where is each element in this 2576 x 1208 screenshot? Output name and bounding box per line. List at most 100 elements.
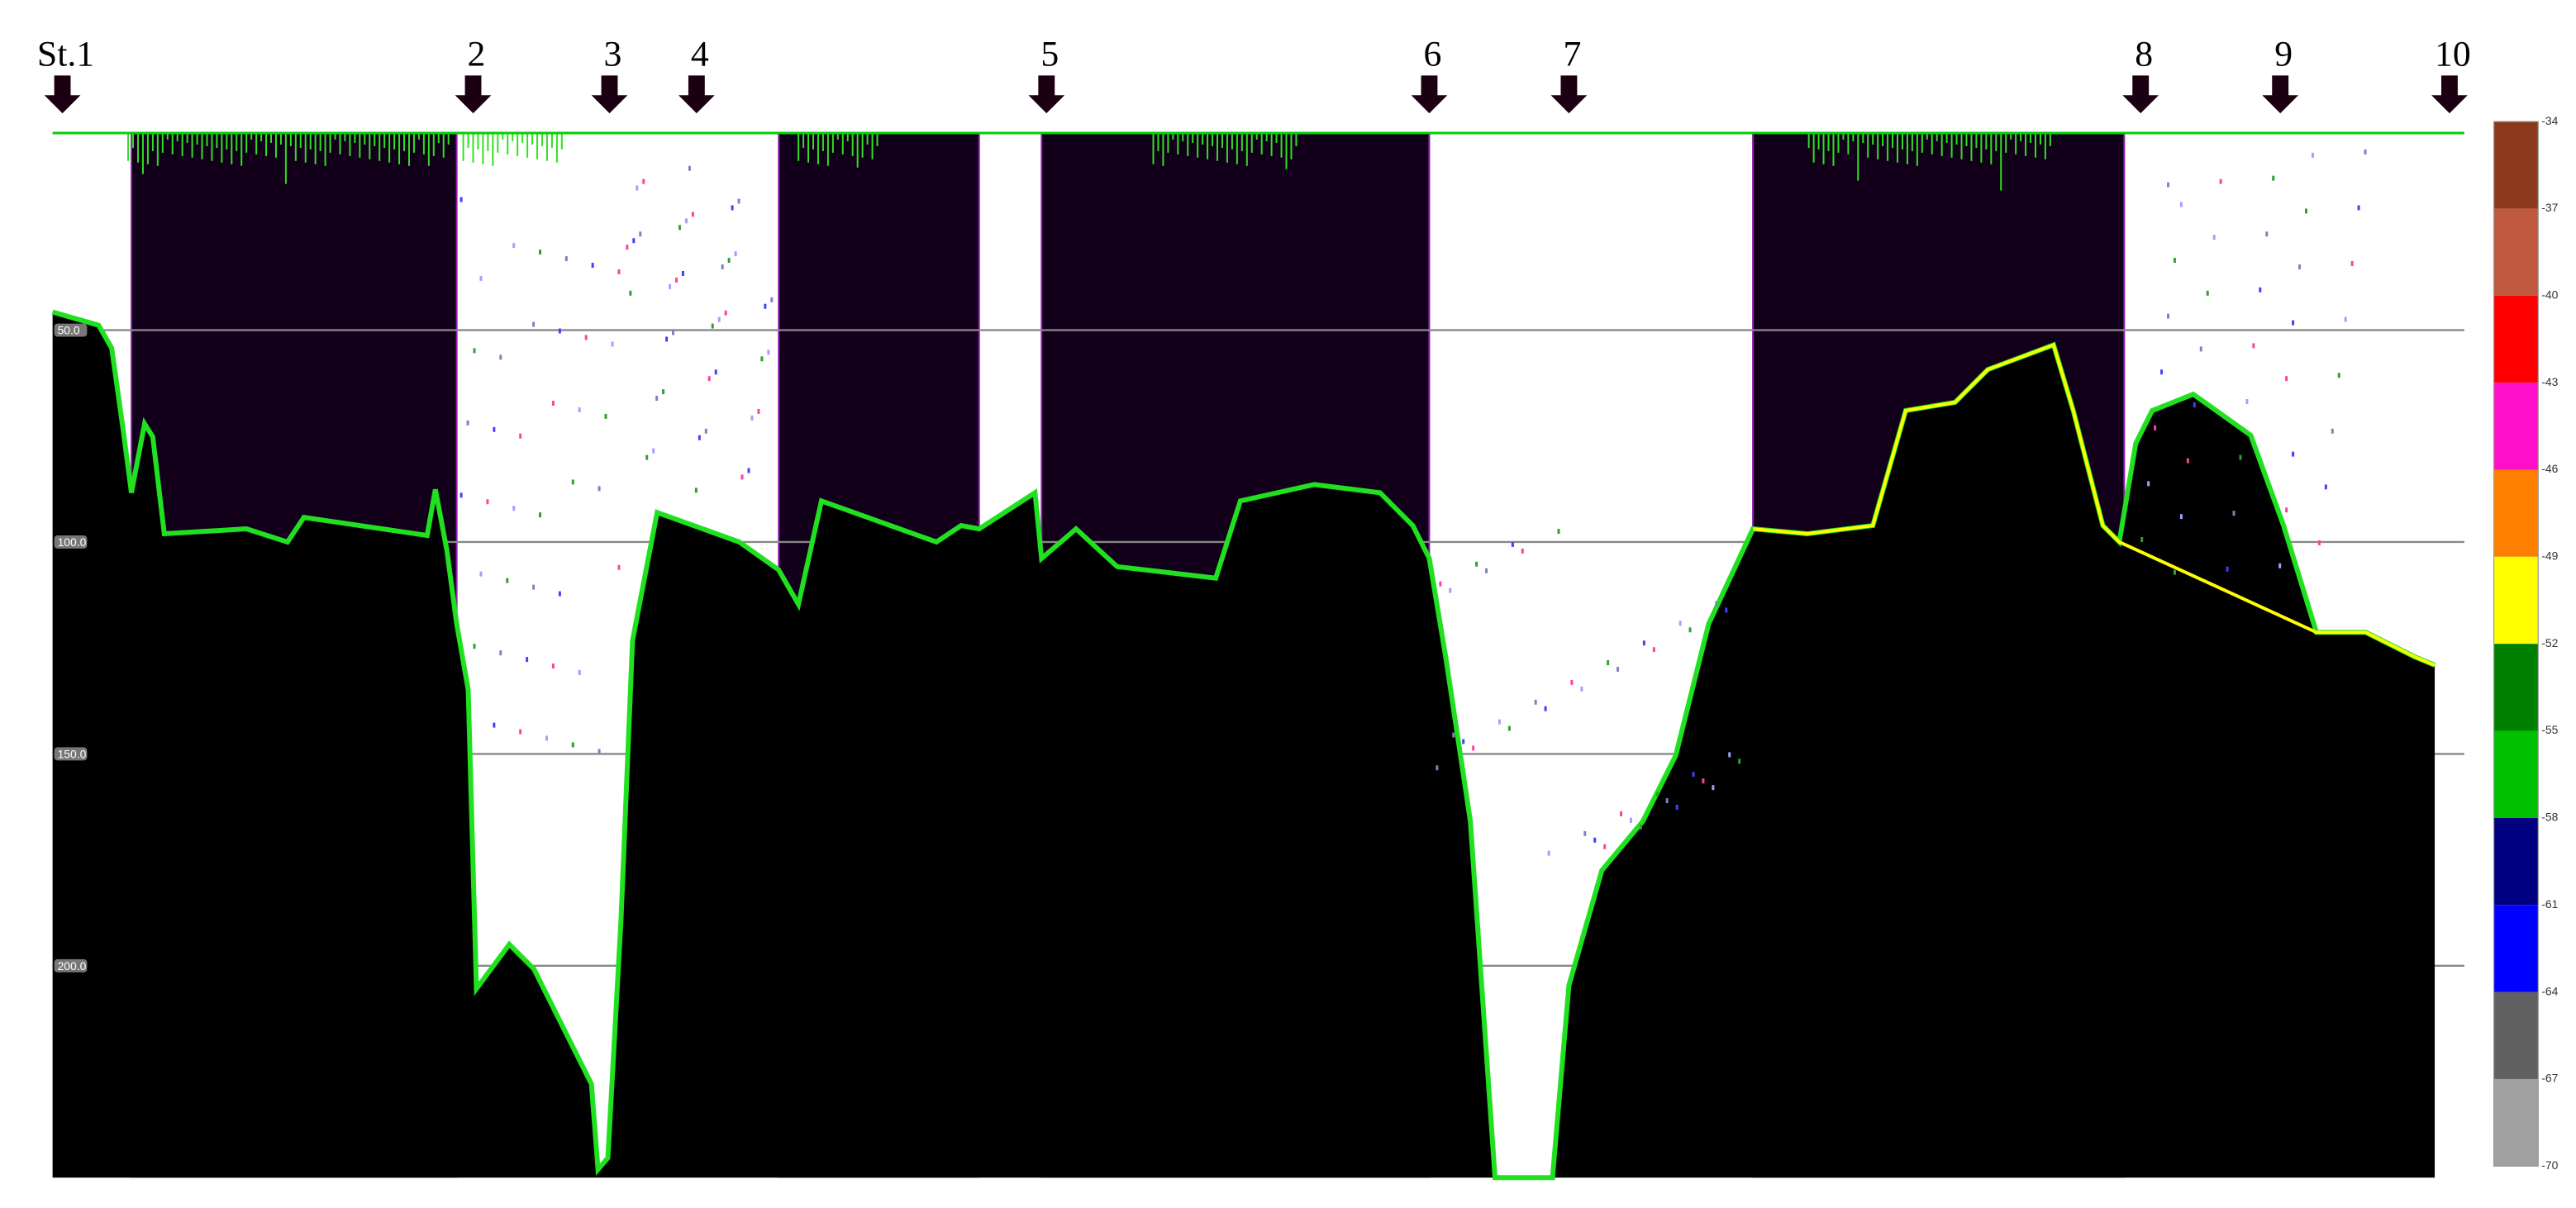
fish-echo (1715, 601, 1718, 606)
fish-echo (2154, 425, 2157, 430)
fish-echo (684, 218, 688, 224)
color-scale: -34 -37 -40 -43 -46 -49 -52 -55 -58 -61 -64 -67 -70 (2493, 114, 2559, 1172)
fish-echo (1617, 667, 1620, 672)
fish-echo (611, 341, 614, 347)
depth-label: 50.0 (58, 324, 80, 337)
station-arrow (1028, 75, 1065, 114)
station-label: St.1 (37, 35, 94, 74)
fish-echo (551, 663, 555, 669)
fish-echo (2298, 264, 2302, 269)
fish-echo (665, 336, 669, 342)
fish-echo (1738, 759, 1741, 764)
depth-label: 200.0 (58, 959, 87, 973)
station-arrow (1411, 75, 1448, 114)
fish-echo (2285, 376, 2288, 382)
fish-echo (598, 749, 601, 754)
fish-echo (1462, 739, 1465, 744)
fish-echo (1629, 817, 1632, 823)
fish-echo (499, 354, 502, 360)
station-arrow (44, 75, 81, 114)
color-swatch (2493, 208, 2539, 296)
fish-echo (1452, 732, 1455, 738)
fish-echo (1678, 621, 1682, 626)
fish-echo (632, 238, 636, 244)
fish-echo (571, 742, 574, 748)
fish-echo (558, 591, 561, 597)
color-swatch (2493, 1078, 2539, 1167)
fish-echo (2199, 346, 2202, 352)
fish-echo (519, 433, 522, 439)
fish-echo (2292, 320, 2295, 326)
fish-echo (2272, 175, 2275, 181)
fish-echo (1607, 660, 1610, 666)
color-label: -37 (2541, 201, 2558, 214)
fish-echo (694, 487, 698, 493)
fish-echo (2304, 208, 2307, 214)
fish-echo (2364, 149, 2367, 155)
fish-echo (1728, 752, 1731, 758)
fish-echo (506, 578, 509, 583)
depth-label-box (54, 747, 88, 761)
fish-echo (2179, 202, 2183, 207)
fish-echo (1521, 548, 1524, 554)
fish-echo (1507, 725, 1511, 731)
fish-echo (1702, 778, 1705, 784)
fish-echo (459, 492, 463, 498)
seabed-echo-strong (1752, 342, 2436, 667)
fish-echo (1570, 679, 1574, 685)
seabed (51, 149, 2436, 1181)
fish-echo (473, 348, 476, 354)
fish-echo (2239, 454, 2242, 460)
fish-echo (479, 571, 483, 577)
fish-echo (539, 512, 542, 518)
fish-echo (584, 335, 588, 340)
fish-echo (704, 428, 707, 434)
fish-echo (1534, 699, 1537, 705)
fish-echo (551, 401, 555, 406)
fish-echo (519, 729, 522, 735)
fish-echo (486, 499, 489, 505)
fish-echo (532, 321, 536, 327)
depth-label: 150.0 (58, 747, 87, 760)
station-label: 8 (2135, 35, 2153, 74)
fish-echo (1692, 772, 1695, 778)
fish-echo (1475, 561, 1478, 567)
fish-echo (532, 584, 536, 590)
fish-echo (578, 407, 581, 412)
fish-echo (2292, 451, 2295, 457)
fish-echo (2337, 373, 2340, 378)
color-label: -70 (2541, 1158, 2558, 1172)
fish-echo (2186, 458, 2189, 464)
fish-echo (714, 369, 717, 375)
fish-echo (770, 297, 774, 302)
fish-echo (1449, 587, 1452, 593)
fish-echo (512, 243, 516, 249)
fish-echo (1652, 647, 1655, 653)
fish-echo (2206, 290, 2209, 296)
fish-echo (1580, 686, 1583, 692)
fish-echo (1665, 798, 1669, 804)
fish-echo (1547, 850, 1550, 856)
fish-echo (636, 185, 639, 191)
color-label: -52 (2541, 636, 2558, 649)
fish-echo (626, 245, 629, 250)
station-arrow (591, 75, 628, 114)
fish-echo (479, 275, 483, 281)
fish-echo (750, 415, 754, 421)
fish-echo (2167, 182, 2169, 188)
color-swatch (2493, 556, 2539, 644)
fish-echo (1472, 745, 1475, 751)
fish-echo (466, 420, 469, 426)
color-swatch (2493, 730, 2539, 818)
fish-echo (669, 283, 672, 289)
fish-echo (2265, 231, 2269, 237)
fish-echo (675, 277, 679, 283)
fish-echo (2357, 205, 2360, 211)
color-label: -49 (2541, 549, 2558, 563)
fish-echo (2173, 258, 2176, 264)
color-label: -61 (2541, 897, 2558, 911)
station-arrow (1550, 75, 1588, 114)
color-scale-frame (2493, 121, 2539, 1167)
fish-echo (578, 670, 581, 675)
